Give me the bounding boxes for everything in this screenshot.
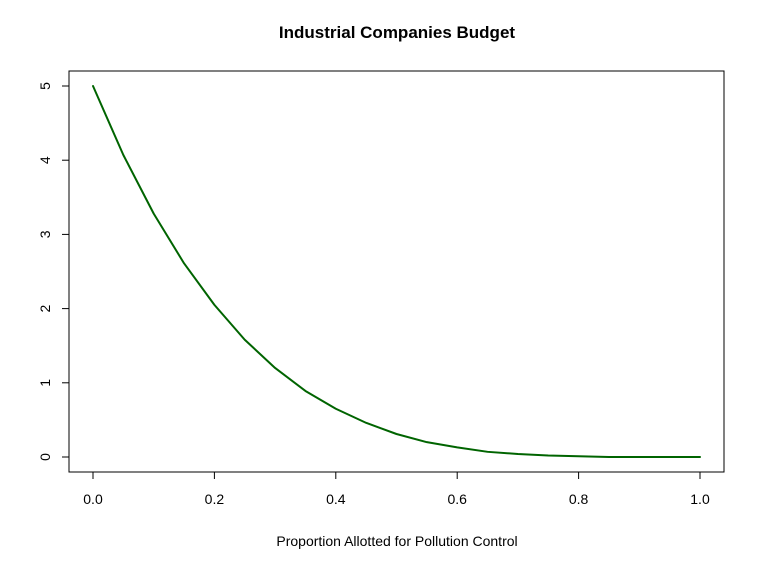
- x-tick-label: 0.8: [569, 491, 589, 507]
- y-tick-label: 3: [37, 230, 53, 238]
- y-tick-label: 4: [37, 156, 53, 164]
- x-axis: 0.0 0.2 0.4 0.6 0.8 1.0: [83, 471, 710, 507]
- series-layer: [92, 85, 701, 458]
- x-tick-label: 0.0: [83, 491, 103, 507]
- x-tick-label: 1.0: [690, 491, 710, 507]
- y-tick-label: 2: [37, 304, 53, 312]
- series-line: [92, 85, 701, 458]
- x-tick-label: 0.6: [447, 491, 467, 507]
- x-axis-label: Proportion Allotted for Pollution Contro…: [276, 533, 517, 549]
- y-tick-label: 1: [37, 379, 53, 387]
- y-tick-label: 0: [37, 453, 53, 461]
- y-axis: 0 1 2 3 4 5: [37, 82, 70, 461]
- chart-title: Industrial Companies Budget: [279, 23, 515, 42]
- x-tick-label: 0.2: [205, 491, 225, 507]
- x-tick-label: 0.4: [326, 491, 346, 507]
- plot-frame: [68, 70, 725, 473]
- y-tick-label: 5: [37, 82, 53, 90]
